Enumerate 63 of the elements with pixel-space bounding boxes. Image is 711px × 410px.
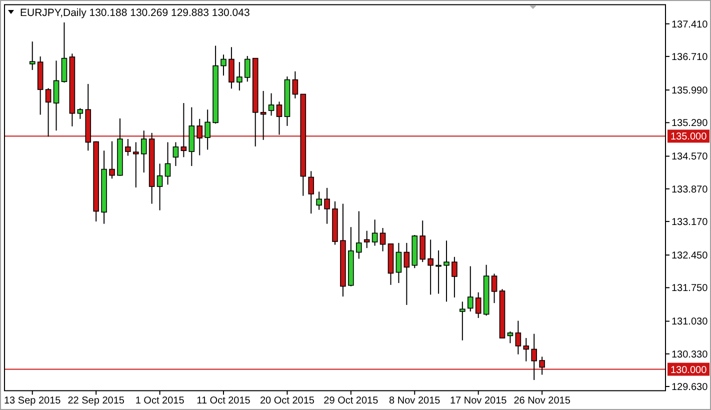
y-tick-label: 133.870 [672,184,708,196]
chart-title: EURJPY,Daily 130.188 130.269 129.883 130.043 [20,7,250,19]
x-tick-label: 17 Nov 2015 [450,396,508,407]
y-tick-label: 129.630 [672,382,708,394]
candlestick [236,62,242,91]
candlestick [364,230,370,249]
ref-line-label: 135.000 [670,132,708,143]
candlestick [268,92,274,116]
candlestick [436,250,442,294]
x-tick-label: 11 Oct 2015 [196,396,251,407]
ref-line-label: 130.000 [670,364,708,376]
candlestick [420,220,426,263]
candlestick [324,187,330,224]
candlestick [164,142,171,186]
candlestick [396,242,402,284]
candlestick [29,41,36,70]
candlestick [244,55,250,82]
candlestick [204,109,210,150]
candlestick [404,242,410,306]
y-tick-label: 135.990 [672,86,708,97]
candlestick [140,130,147,174]
candlestick [308,170,314,214]
y-tick-label: 133.170 [672,216,708,228]
candlestick [133,142,139,188]
candlestick [53,60,60,132]
candlestick [228,46,234,90]
candlestick [428,239,434,296]
candlestick [491,273,498,304]
candlestick [467,266,474,312]
candlestick [380,228,386,252]
candlestick [316,191,322,210]
y-tick-label: 131.030 [672,316,708,328]
y-tick-label: 136.710 [672,52,708,63]
y-tick-label: 130.330 [672,349,708,360]
x-tick-label: 13 Sep 2015 [4,396,62,407]
candlestick [109,140,115,180]
x-tick-label: 1 Oct 2015 [135,396,185,407]
candlestick [460,301,466,341]
y-tick-label: 131.750 [672,283,708,294]
x-tick-label: 29 Oct 2015 [324,396,379,407]
candlestick [372,219,378,246]
candlestick [172,142,179,166]
candlestick [156,163,163,211]
candlestick [523,338,530,362]
x-tick-label: 8 Nov 2015 [389,396,441,407]
candlestick [77,108,84,120]
candlestick [507,330,514,344]
candlestick [452,256,458,298]
candlestick [125,138,131,156]
y-tick-label: 137.410 [672,19,708,30]
candlestick [444,240,450,302]
y-tick-label: 132.450 [672,250,708,262]
candlestick [475,292,482,318]
candlestick [292,70,298,99]
x-tick-label: 22 Sep 2015 [68,396,125,407]
y-tick-label: 134.570 [672,152,708,163]
candlestick [61,22,68,84]
candlestick [515,320,522,355]
y-tick-label: 135.290 [672,118,708,130]
candlestick [220,54,226,76]
x-tick-label: 26 Nov 2015 [514,396,571,407]
x-tick-label: 20 Oct 2015 [260,396,315,407]
candlestick [356,210,362,260]
